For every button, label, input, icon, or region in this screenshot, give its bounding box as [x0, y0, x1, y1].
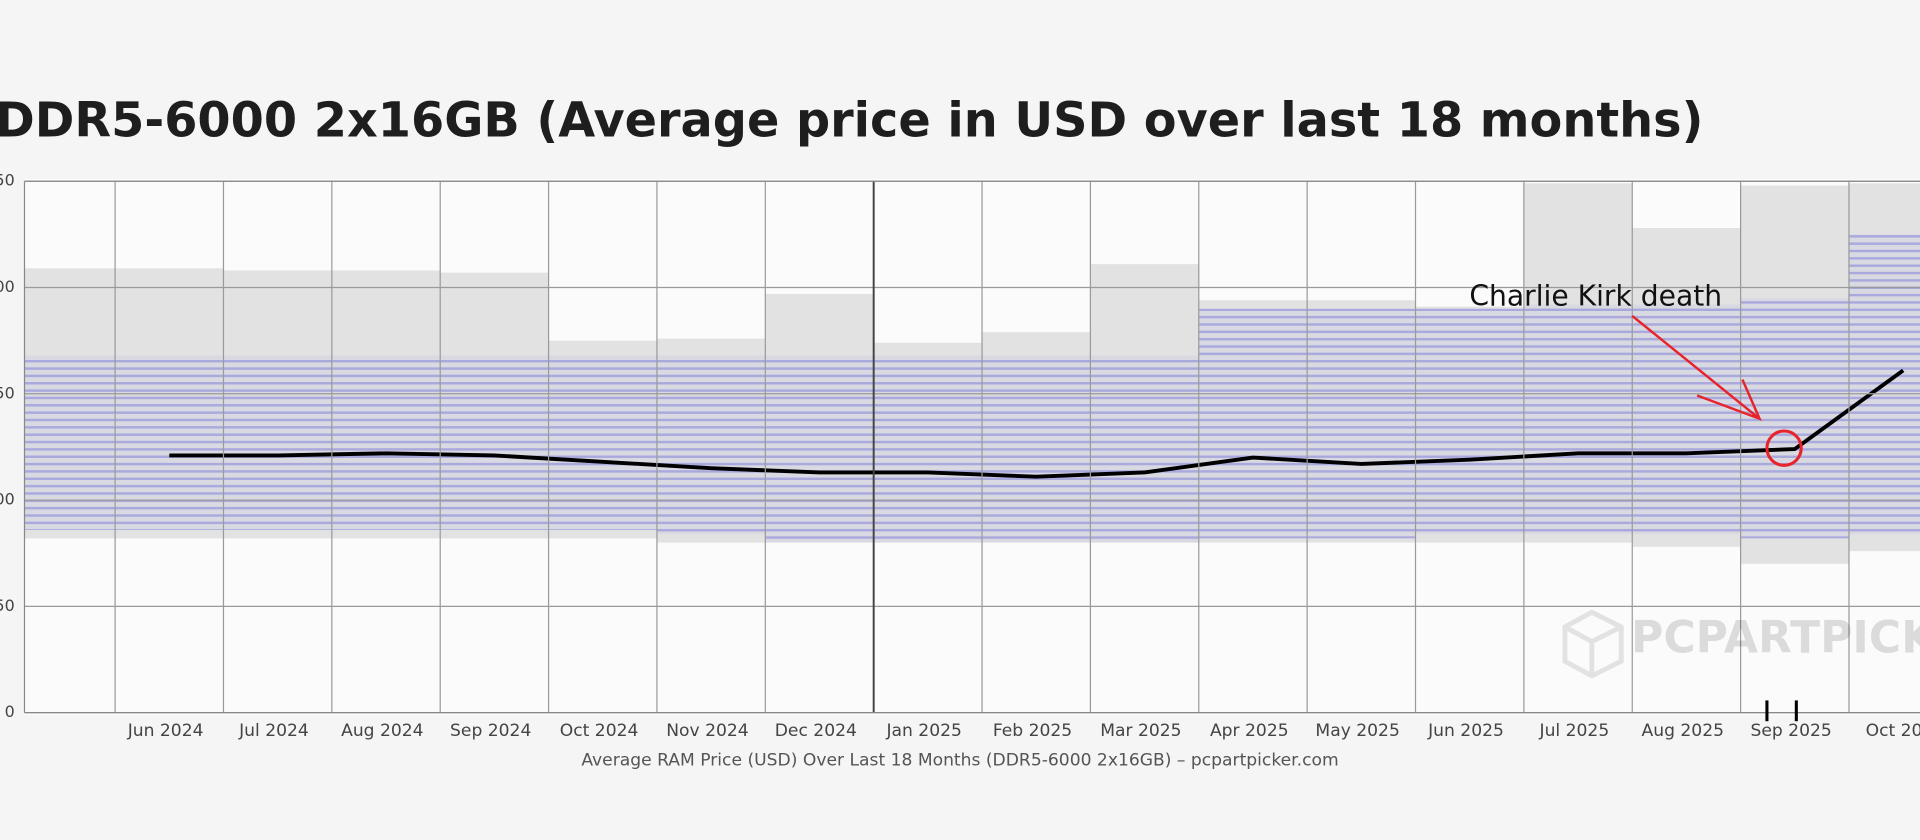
- annotation-arrow: [1631, 314, 1761, 420]
- y-tick-label: 00: [0, 490, 15, 509]
- listing-band: [24, 355, 224, 530]
- x-axis-caption: Average RAM Price (USD) Over Last 18 Mon…: [581, 750, 1338, 770]
- x-tick-label: Apr 2025: [1210, 721, 1289, 741]
- annotation-arrowhead: [1696, 379, 1762, 421]
- listing-band-tint: [548, 355, 657, 530]
- listing-band-tint: [1415, 308, 1524, 535]
- y-tick-label: 0: [5, 702, 15, 721]
- listing-band: [1632, 304, 1741, 535]
- x-tick-label: Oct 202: [1866, 721, 1920, 741]
- x-tick-label: Jan 2025: [885, 721, 961, 741]
- listing-band: [331, 355, 441, 530]
- x-tick-label: Jun 2024: [127, 721, 204, 741]
- chart-title: DDR5-6000 2x16GB (Average price in USD o…: [0, 94, 1703, 149]
- x-tick-label: May 2025: [1315, 721, 1399, 741]
- listing-band: [982, 355, 1091, 543]
- x-tick-label: Nov 2024: [666, 721, 748, 741]
- x-tick-label: Aug 2025: [1642, 721, 1724, 741]
- listing-band: [873, 355, 983, 543]
- listing-band: [656, 355, 766, 535]
- watermark-logo: [1562, 609, 1624, 679]
- y-tick-label: 50: [0, 383, 15, 402]
- listing-band: [1415, 308, 1524, 535]
- x-tick-label: Jul 2024: [238, 721, 309, 741]
- y-tick-label: 00: [0, 277, 15, 296]
- listing-band-tint: [331, 355, 441, 530]
- x-tick-label: Sep 2024: [450, 721, 531, 741]
- listing-band-tint: [1307, 308, 1416, 539]
- listing-band-tint: [873, 355, 983, 543]
- listing-band-tint: [1198, 308, 1308, 539]
- annotation-text: Charlie Kirk death: [1469, 280, 1722, 313]
- listing-band-tint: [765, 355, 874, 543]
- listing-band: [1090, 355, 1199, 543]
- x-tick-label: Feb 2025: [993, 721, 1072, 741]
- listing-band-tint: [440, 355, 549, 530]
- x-tick-label: Sep 2025: [1750, 721, 1831, 741]
- x-tick-label: Dec 2024: [775, 721, 857, 741]
- x-tick-label: Jun 2025: [1427, 721, 1504, 741]
- listing-band: [1523, 304, 1633, 535]
- listing-band-tint: [1090, 355, 1199, 543]
- listing-band-tint: [982, 355, 1091, 543]
- listing-band: [765, 355, 874, 543]
- listing-band-tint: [223, 355, 332, 530]
- y-tick-label: 50: [0, 596, 15, 615]
- listing-band-tint: [1523, 304, 1633, 535]
- watermark: PCPARTPICKER: [1631, 612, 1920, 663]
- x-tick-label: Aug 2024: [341, 721, 423, 741]
- listing-band: [223, 355, 332, 530]
- y-tick-label: 50: [0, 171, 15, 190]
- x-tick-label: Mar 2025: [1100, 721, 1181, 741]
- listing-band: [440, 355, 549, 530]
- listing-band: [548, 355, 657, 530]
- listing-band-tint: [656, 355, 766, 535]
- price-line: [169, 368, 1905, 479]
- listing-band-tint: [1632, 304, 1741, 535]
- x-tick-label: Jul 2025: [1539, 721, 1610, 741]
- listing-band-tint: [24, 355, 224, 530]
- annotation-circle: [1765, 429, 1803, 467]
- x-tick-label: Oct 2024: [560, 721, 639, 741]
